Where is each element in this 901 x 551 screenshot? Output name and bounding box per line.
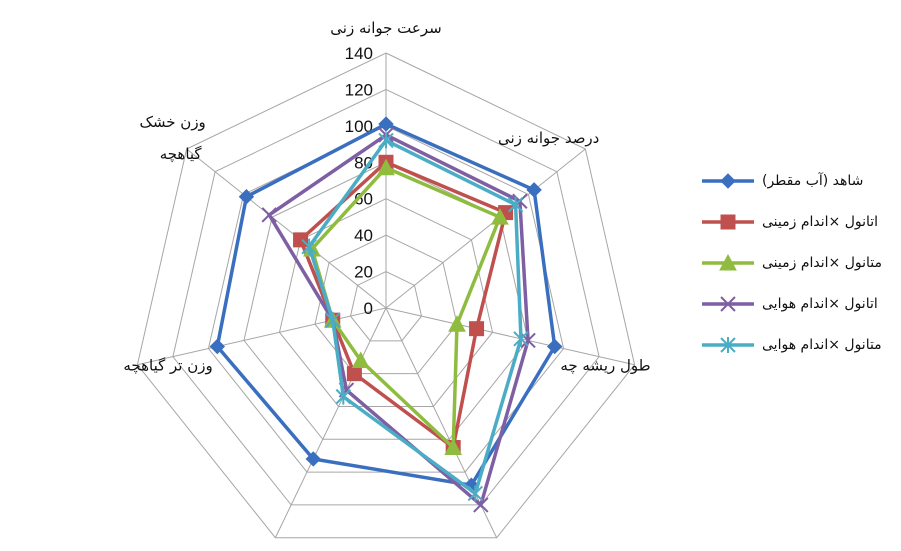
data-point — [377, 158, 395, 176]
data-point — [325, 312, 341, 329]
data-point — [720, 295, 736, 312]
legend-swatch — [702, 172, 754, 189]
legend-label: شاهد (آب مقطر) — [762, 172, 864, 189]
grid-ring-20 — [349, 271, 423, 342]
legend-swatch — [702, 336, 754, 353]
tick-label: 20 — [354, 263, 373, 282]
legend: شاهد (آب مقطر) اتانول ×اندام زمینی متانول … — [700, 160, 900, 365]
data-point — [719, 253, 737, 270]
legend-item: متانول ×اندام هوایی — [700, 324, 900, 365]
data-point — [720, 336, 736, 353]
data-point — [238, 188, 255, 205]
data-point — [507, 196, 524, 213]
legend-label: متانول ×اندام هوایی — [762, 336, 882, 353]
axis-label: وزن خشک — [139, 113, 205, 131]
legend-item: اتانول ×اندام زمینی — [700, 201, 900, 242]
grid-ring-80 — [243, 161, 529, 440]
axis-label: طول ساقه چه — [452, 550, 542, 551]
legend-label: متانول ×اندام زمینی — [762, 254, 882, 271]
tick-label: 140 — [345, 44, 373, 63]
data-point — [526, 182, 542, 198]
grid-ring-60 — [278, 198, 494, 407]
axis-labels: سرعت جوانه زنی درصد جوانه زنی طول ریشه چه ط… — [123, 19, 650, 551]
tick-label: 40 — [354, 226, 373, 245]
series-line — [307, 138, 523, 497]
data-point — [469, 321, 485, 337]
axis-spoke-6 — [186, 148, 387, 309]
axis-spoke-2 — [385, 307, 635, 366]
legend-item: شاهد (آب مقطر) — [700, 160, 900, 201]
tick-label: 120 — [345, 80, 373, 99]
series-line — [215, 122, 557, 488]
grid-ring-140 — [136, 52, 636, 539]
data-point — [513, 330, 529, 347]
tick-label: 100 — [345, 117, 373, 136]
data-point — [261, 207, 277, 223]
data-point — [467, 485, 484, 502]
legend-label: اتانول ×اندام زمینی — [762, 213, 879, 230]
axis-label: ریشه چه/ساقه چه — [218, 550, 332, 551]
data-point — [378, 132, 394, 149]
axis-spoke-4 — [274, 307, 387, 538]
series-4 — [301, 132, 529, 502]
series-0 — [209, 116, 563, 493]
grid-ring-120 — [172, 88, 600, 506]
data-point — [293, 232, 309, 248]
data-point — [209, 338, 226, 355]
axis-spoke-1 — [385, 148, 586, 309]
series-3 — [261, 127, 536, 513]
legend-item: متانول ×اندام زمینی — [700, 242, 900, 283]
data-point — [378, 116, 394, 132]
data-point — [335, 388, 352, 405]
data-point — [346, 366, 362, 382]
data-point — [720, 214, 736, 229]
grid-ring-40 — [314, 234, 458, 375]
axis-label: طول ریشه چه — [560, 357, 650, 375]
axis-label: سرعت جوانه زنی — [330, 19, 441, 37]
data-point — [720, 172, 736, 189]
axis-spoke-3 — [385, 307, 498, 538]
data-point — [448, 315, 466, 332]
legend-label: اتانول ×اندام هوایی — [762, 295, 878, 312]
legend-swatch — [702, 253, 754, 270]
tick-label: 60 — [354, 190, 373, 209]
axis-label-line2: گیاهچه — [160, 145, 203, 163]
axis-label: درصد جوانه زنی — [498, 129, 599, 147]
legend-swatch — [702, 295, 754, 312]
data-point — [491, 208, 509, 225]
legend-swatch — [702, 214, 754, 229]
data-point — [301, 238, 317, 255]
axis-spoke-5 — [137, 307, 387, 366]
data-point — [351, 351, 370, 369]
data-point — [546, 338, 563, 355]
series-line — [309, 165, 503, 452]
axis-label: وزن تر گیاهچه — [123, 357, 212, 375]
tick-label: 0 — [364, 299, 373, 318]
legend-item: اتانول ×اندام هوایی — [700, 283, 900, 324]
data-series — [209, 116, 563, 513]
data-point — [305, 451, 322, 467]
data-point — [444, 438, 463, 455]
